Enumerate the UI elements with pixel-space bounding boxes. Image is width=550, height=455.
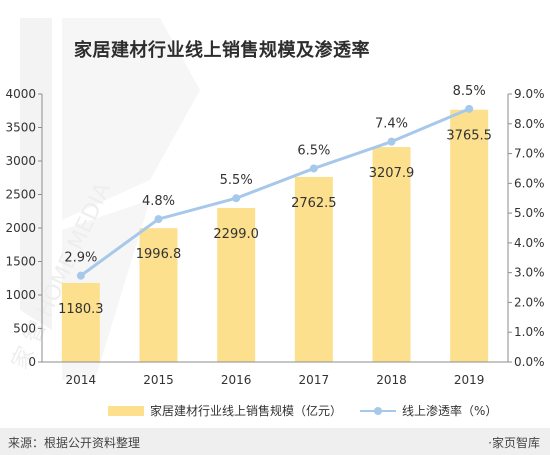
- bar-2017: [294, 176, 333, 362]
- line-point-2019: [465, 104, 474, 113]
- y-left-tick-label: 1500: [5, 255, 36, 269]
- y-left-tick-label: 4000: [5, 87, 36, 101]
- bar-data-label: 1180.3: [58, 302, 104, 317]
- legend-item-bar: 家居建材行业线上销售规模（亿元）: [108, 402, 342, 419]
- y-left-tick-label: 3000: [5, 154, 36, 168]
- x-tick-label: 2017: [299, 373, 330, 387]
- y-left-tick-label: 3500: [5, 121, 36, 135]
- legend-bar-swatch: [108, 405, 144, 416]
- line-group: [76, 104, 474, 280]
- bar-data-label: 3765.5: [446, 129, 492, 144]
- legend-line-label: 线上渗透率（%）: [402, 404, 498, 418]
- penetration-rate-line: [79, 107, 470, 277]
- bar-data-label: 3207.9: [369, 166, 415, 181]
- line-data-label: 4.8%: [142, 194, 175, 209]
- source-note: 来源：根据公开资料整理: [8, 436, 141, 450]
- y-left-tick-label: 2000: [5, 221, 36, 235]
- line-point-2018: [387, 137, 396, 146]
- axes-group: 0 500 1000 1500 2000 2500 3000 3500 4000 0.0% 1.0%…: [5, 87, 544, 387]
- y-right-tick-label: 1.0%: [514, 325, 545, 339]
- y-right-tick-label: 0.0%: [514, 355, 545, 369]
- y-right-tick-label: 2.0%: [514, 295, 545, 309]
- y-left-tick-label: 500: [13, 322, 36, 336]
- line-point-2014: [76, 271, 85, 280]
- line-data-label: 5.5%: [220, 173, 253, 188]
- bar-2015: [139, 228, 178, 362]
- footer: 来源：根据公开资料整理 ·家页智库: [0, 428, 550, 455]
- bar-data-label: 2299.0: [213, 227, 259, 242]
- x-tick-label: 2016: [221, 373, 252, 387]
- labels-group: 1180.3 1996.8 2299.0 2762.5 3207.9 3765.5 2.9%…: [58, 84, 492, 317]
- chart-title: 家居建材行业线上销售规模及渗透率: [74, 40, 370, 61]
- brand-credit: ·家页智库: [488, 436, 540, 450]
- legend-item-line: 线上渗透率（%）: [360, 402, 497, 419]
- x-tick-label: 2015: [143, 373, 174, 387]
- line-data-label: 7.4%: [375, 117, 408, 132]
- y-left-tick-label: 2500: [5, 188, 36, 202]
- line-point-2015: [154, 215, 163, 224]
- y-right-tick-label: 7.0%: [514, 147, 545, 161]
- y-right-tick-label: 9.0%: [514, 87, 545, 101]
- chart: 0 500 1000 1500 2000 2500 3000 3500 4000 0.0% 1.0%…: [5, 84, 544, 387]
- y-left-tick-label: 1000: [5, 288, 36, 302]
- line-point-2017: [309, 164, 318, 173]
- line-data-label: 6.5%: [297, 143, 330, 158]
- x-tick-label: 2014: [66, 373, 97, 387]
- legend-bar-label: 家居建材行业线上销售规模（亿元）: [150, 404, 343, 418]
- x-tick-label: 2019: [454, 373, 485, 387]
- bar-2014: [61, 282, 100, 362]
- y-right-tick-label: 8.0%: [514, 117, 545, 131]
- y-right-tick-label: 6.0%: [514, 176, 545, 190]
- bar-2016: [217, 207, 256, 362]
- bar-2018: [372, 147, 411, 362]
- y-right-tick-label: 4.0%: [514, 236, 545, 250]
- legend-line-swatch: [360, 406, 396, 416]
- y-right-tick-label: 5.0%: [514, 206, 545, 220]
- bar-data-label: 2762.5: [291, 196, 337, 211]
- bar-2019: [450, 109, 489, 362]
- line-data-label: 2.9%: [64, 251, 97, 266]
- x-tick-label: 2018: [376, 373, 407, 387]
- legend: 家居建材行业线上销售规模（亿元） 线上渗透率（%）: [0, 400, 550, 420]
- line-point-2016: [232, 194, 241, 203]
- y-left-tick-label: 0: [28, 355, 36, 369]
- bars-group: [61, 109, 489, 362]
- bar-data-label: 1996.8: [136, 247, 182, 262]
- line-data-label: 8.5%: [453, 84, 486, 99]
- y-right-tick-label: 3.0%: [514, 266, 545, 280]
